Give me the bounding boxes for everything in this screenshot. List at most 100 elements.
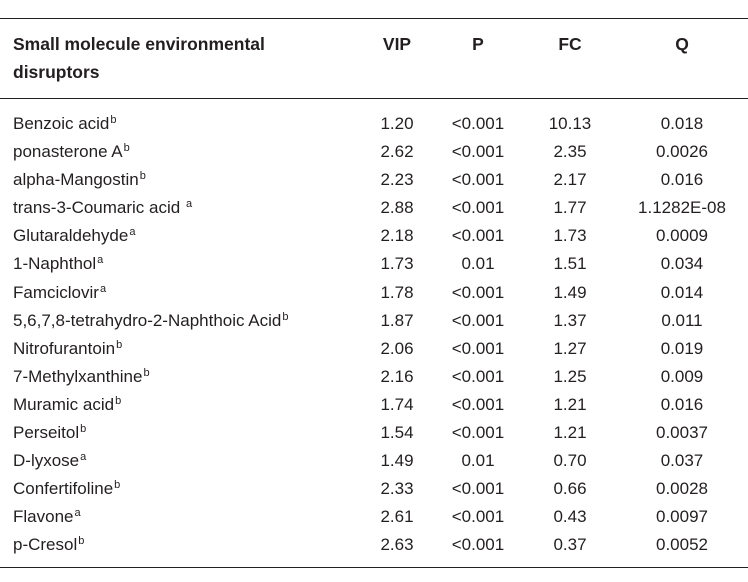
cell-q: 0.0037 [656, 423, 708, 443]
cell-fc: 1.21 [553, 394, 587, 414]
header-fc: FC [558, 34, 582, 54]
cell-p: 0.01 [461, 451, 495, 471]
cell-q: 0.0009 [656, 226, 708, 246]
cell-fc: 0.66 [553, 479, 587, 499]
cell-q: 0.0052 [656, 535, 708, 555]
cell-vip: 2.06 [380, 338, 414, 358]
cell-vip: 2.61 [380, 507, 414, 527]
table-row: Benzoic acidb 1.20 <0.001 10.13 0.018 [0, 110, 748, 138]
cell-name: alpha-Mangostinb [13, 170, 146, 190]
cell-name: 5,6,7,8-tetrahydro-2-Naphthoic Acidb [13, 310, 289, 330]
footnote-marker: b [80, 423, 87, 436]
cell-p: 0.01 [461, 254, 495, 274]
cell-vip: 1.78 [380, 282, 414, 302]
cell-fc: 1.37 [553, 310, 587, 330]
table-row: trans-3-Coumaric acid a 2.88 <0.001 1.77… [0, 194, 748, 222]
cell-q: 0.016 [660, 170, 704, 190]
footnote-marker: a [99, 282, 107, 295]
table-header: Small molecule environmental disruptors … [0, 30, 748, 90]
header-p: P [472, 34, 484, 54]
footnote-marker: a [97, 254, 104, 267]
cell-p: <0.001 [451, 170, 505, 190]
cell-p: <0.001 [451, 142, 505, 162]
cell-p: <0.001 [451, 479, 505, 499]
cell-vip: 1.49 [380, 451, 414, 471]
cell-q: 0.014 [660, 282, 704, 302]
table-row: p-Cresolb 2.63 <0.001 0.37 0.0052 [0, 531, 748, 559]
cell-fc: 2.17 [553, 170, 587, 190]
cell-vip: 1.74 [380, 394, 414, 414]
cell-q: 0.011 [661, 310, 703, 330]
cell-q: 0.018 [660, 114, 704, 133]
cell-p: <0.001 [451, 338, 505, 358]
table-row: Perseitolb 1.54 <0.001 1.21 0.0037 [0, 419, 748, 447]
cell-name: D-lyxosea [13, 451, 87, 471]
cell-name: Glutaraldehydea [13, 226, 136, 246]
cell-q: 0.0028 [656, 479, 708, 499]
header-name: Small molecule environmental disruptors [13, 34, 265, 82]
cell-name: 7-Methylxanthineb [13, 366, 150, 386]
cell-p: <0.001 [451, 114, 505, 133]
footnote-marker: b [123, 142, 130, 155]
table-row: 5,6,7,8-tetrahydro-2-Naphthoic Acidb 1.8… [0, 307, 748, 335]
cell-fc: 2.35 [553, 142, 587, 162]
footnote-marker: b [139, 170, 146, 183]
cell-q: 0.0097 [656, 507, 708, 527]
footnote-marker: b [114, 479, 121, 492]
cell-q: 0.037 [660, 451, 704, 471]
footnote-marker: b [115, 394, 122, 407]
table-bottom-rule [0, 567, 748, 568]
footnote-marker: a [129, 226, 136, 239]
cell-p: <0.001 [451, 310, 505, 330]
cell-name: Flavonea [13, 507, 81, 527]
header-q: Q [675, 34, 689, 54]
cell-p: <0.001 [451, 226, 505, 246]
cell-vip: 2.33 [380, 479, 414, 499]
table-header-rule [0, 98, 748, 99]
table-row: Flavonea 2.61 <0.001 0.43 0.0097 [0, 503, 748, 531]
cell-vip: 1.20 [380, 114, 414, 133]
cell-name: Confertifolineb [13, 479, 121, 499]
cell-q: 0.0026 [656, 142, 708, 162]
cell-q: 0.016 [660, 394, 704, 414]
footnote-marker: a [74, 507, 81, 520]
cell-name: trans-3-Coumaric acid a [13, 198, 193, 218]
cell-vip: 1.73 [380, 254, 414, 274]
cell-fc: 1.21 [553, 423, 587, 443]
cell-p: <0.001 [451, 282, 505, 302]
cell-name: ponasterone Ab [13, 142, 130, 162]
table-row: ponasterone Ab 2.62 <0.001 2.35 0.0026 [0, 138, 748, 166]
cell-p: <0.001 [451, 394, 505, 414]
cell-fc: 1.25 [553, 366, 587, 386]
footnote-marker: a [80, 451, 87, 464]
cell-p: <0.001 [451, 507, 505, 527]
cell-p: <0.001 [451, 423, 505, 443]
cell-p: <0.001 [451, 366, 505, 386]
cell-fc: 1.27 [553, 338, 587, 358]
footnote-marker: b [282, 310, 289, 323]
cell-name: Famciclovira [13, 282, 107, 302]
footnote-marker: b [110, 114, 117, 126]
table-row: Muramic acidb 1.74 <0.001 1.21 0.016 [0, 391, 748, 419]
table-row: Confertifolineb 2.33 <0.001 0.66 0.0028 [0, 475, 748, 503]
cell-fc: 10.13 [548, 114, 592, 133]
cell-vip: 2.62 [380, 142, 414, 162]
cell-vip: 2.18 [380, 226, 414, 246]
cell-fc: 1.77 [553, 198, 587, 218]
cell-vip: 1.54 [380, 423, 414, 443]
cell-fc: 0.70 [553, 451, 587, 471]
table-row: 1-Naphthola 1.73 0.01 1.51 0.034 [0, 250, 748, 278]
table-row: 7-Methylxanthineb 2.16 <0.001 1.25 0.009 [0, 363, 748, 391]
cell-q: 1.1282E-08 [638, 198, 726, 218]
footnote-marker: b [143, 366, 150, 379]
cell-name: 1-Naphthola [13, 254, 104, 274]
cell-q: 0.034 [660, 254, 704, 274]
cell-name: Benzoic acidb [13, 114, 117, 133]
cell-name: Perseitolb [13, 423, 87, 443]
cell-name: Muramic acidb [13, 394, 122, 414]
header-vip: VIP [382, 34, 412, 54]
footnote-marker: b [78, 535, 85, 548]
cell-name: Nitrofurantoinb [13, 338, 123, 358]
table-row: D-lyxosea 1.49 0.01 0.70 0.037 [0, 447, 748, 475]
